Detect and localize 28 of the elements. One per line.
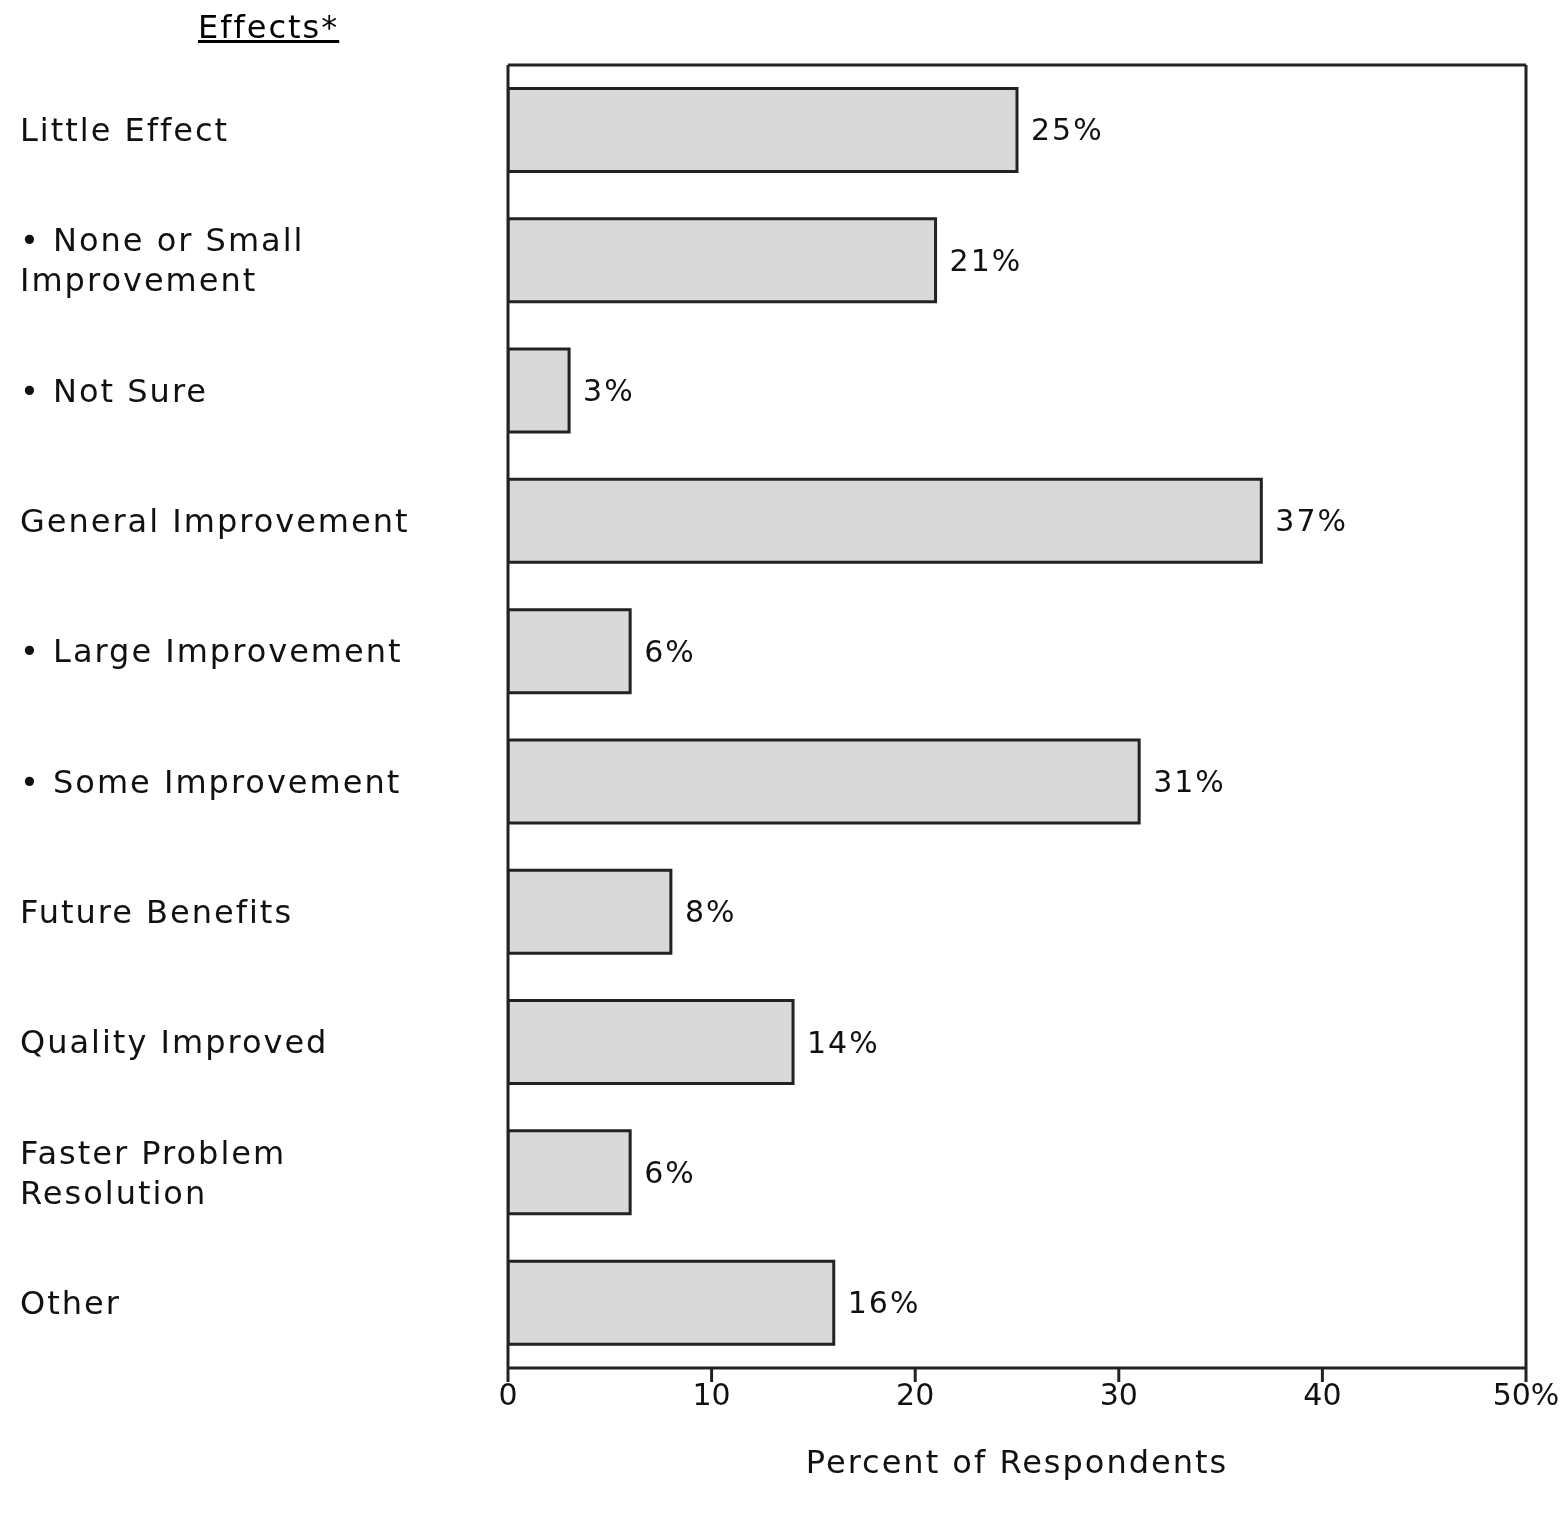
y-tick-label: • Not Sure [20,371,209,410]
x-axis-title: Percent of Respondents [805,1443,1229,1481]
data-label: 8% [684,894,737,930]
data-label: 31% [1153,763,1226,799]
y-tick-label: Faster Problem Resolution [20,1133,287,1212]
y-tick-label: Little Effect [20,111,230,150]
x-tick-label: 30 [1099,1377,1138,1413]
chart-title: Effects* [197,8,341,48]
data-label: 3% [583,373,635,409]
x-tick-label: 10 [692,1377,731,1413]
x-tick-label: 40 [1303,1377,1342,1413]
y-tick-label: Future Benefits [20,892,294,931]
data-label: 37% [1275,503,1349,539]
y-tick-label: • Large Improvement [20,632,403,671]
data-label: 6% [644,633,696,669]
data-label: 25% [1031,112,1104,148]
data-label: 6% [644,1154,696,1190]
x-tick-label: 50% [1492,1377,1560,1413]
data-label: 21% [949,242,1023,278]
data-label: 14% [807,1024,880,1060]
y-tick-label: Quality Improved [20,1023,329,1062]
data-label: 16% [847,1285,921,1321]
y-tick-label: General Improvement [20,502,410,541]
y-tick-label: • None or Small Improvement [20,221,305,300]
x-tick-label: 20 [896,1377,935,1413]
y-tick-label: Other [20,1283,121,1322]
x-tick-label: 0 [498,1377,518,1413]
y-tick-label: • Some Improvement [20,762,402,801]
